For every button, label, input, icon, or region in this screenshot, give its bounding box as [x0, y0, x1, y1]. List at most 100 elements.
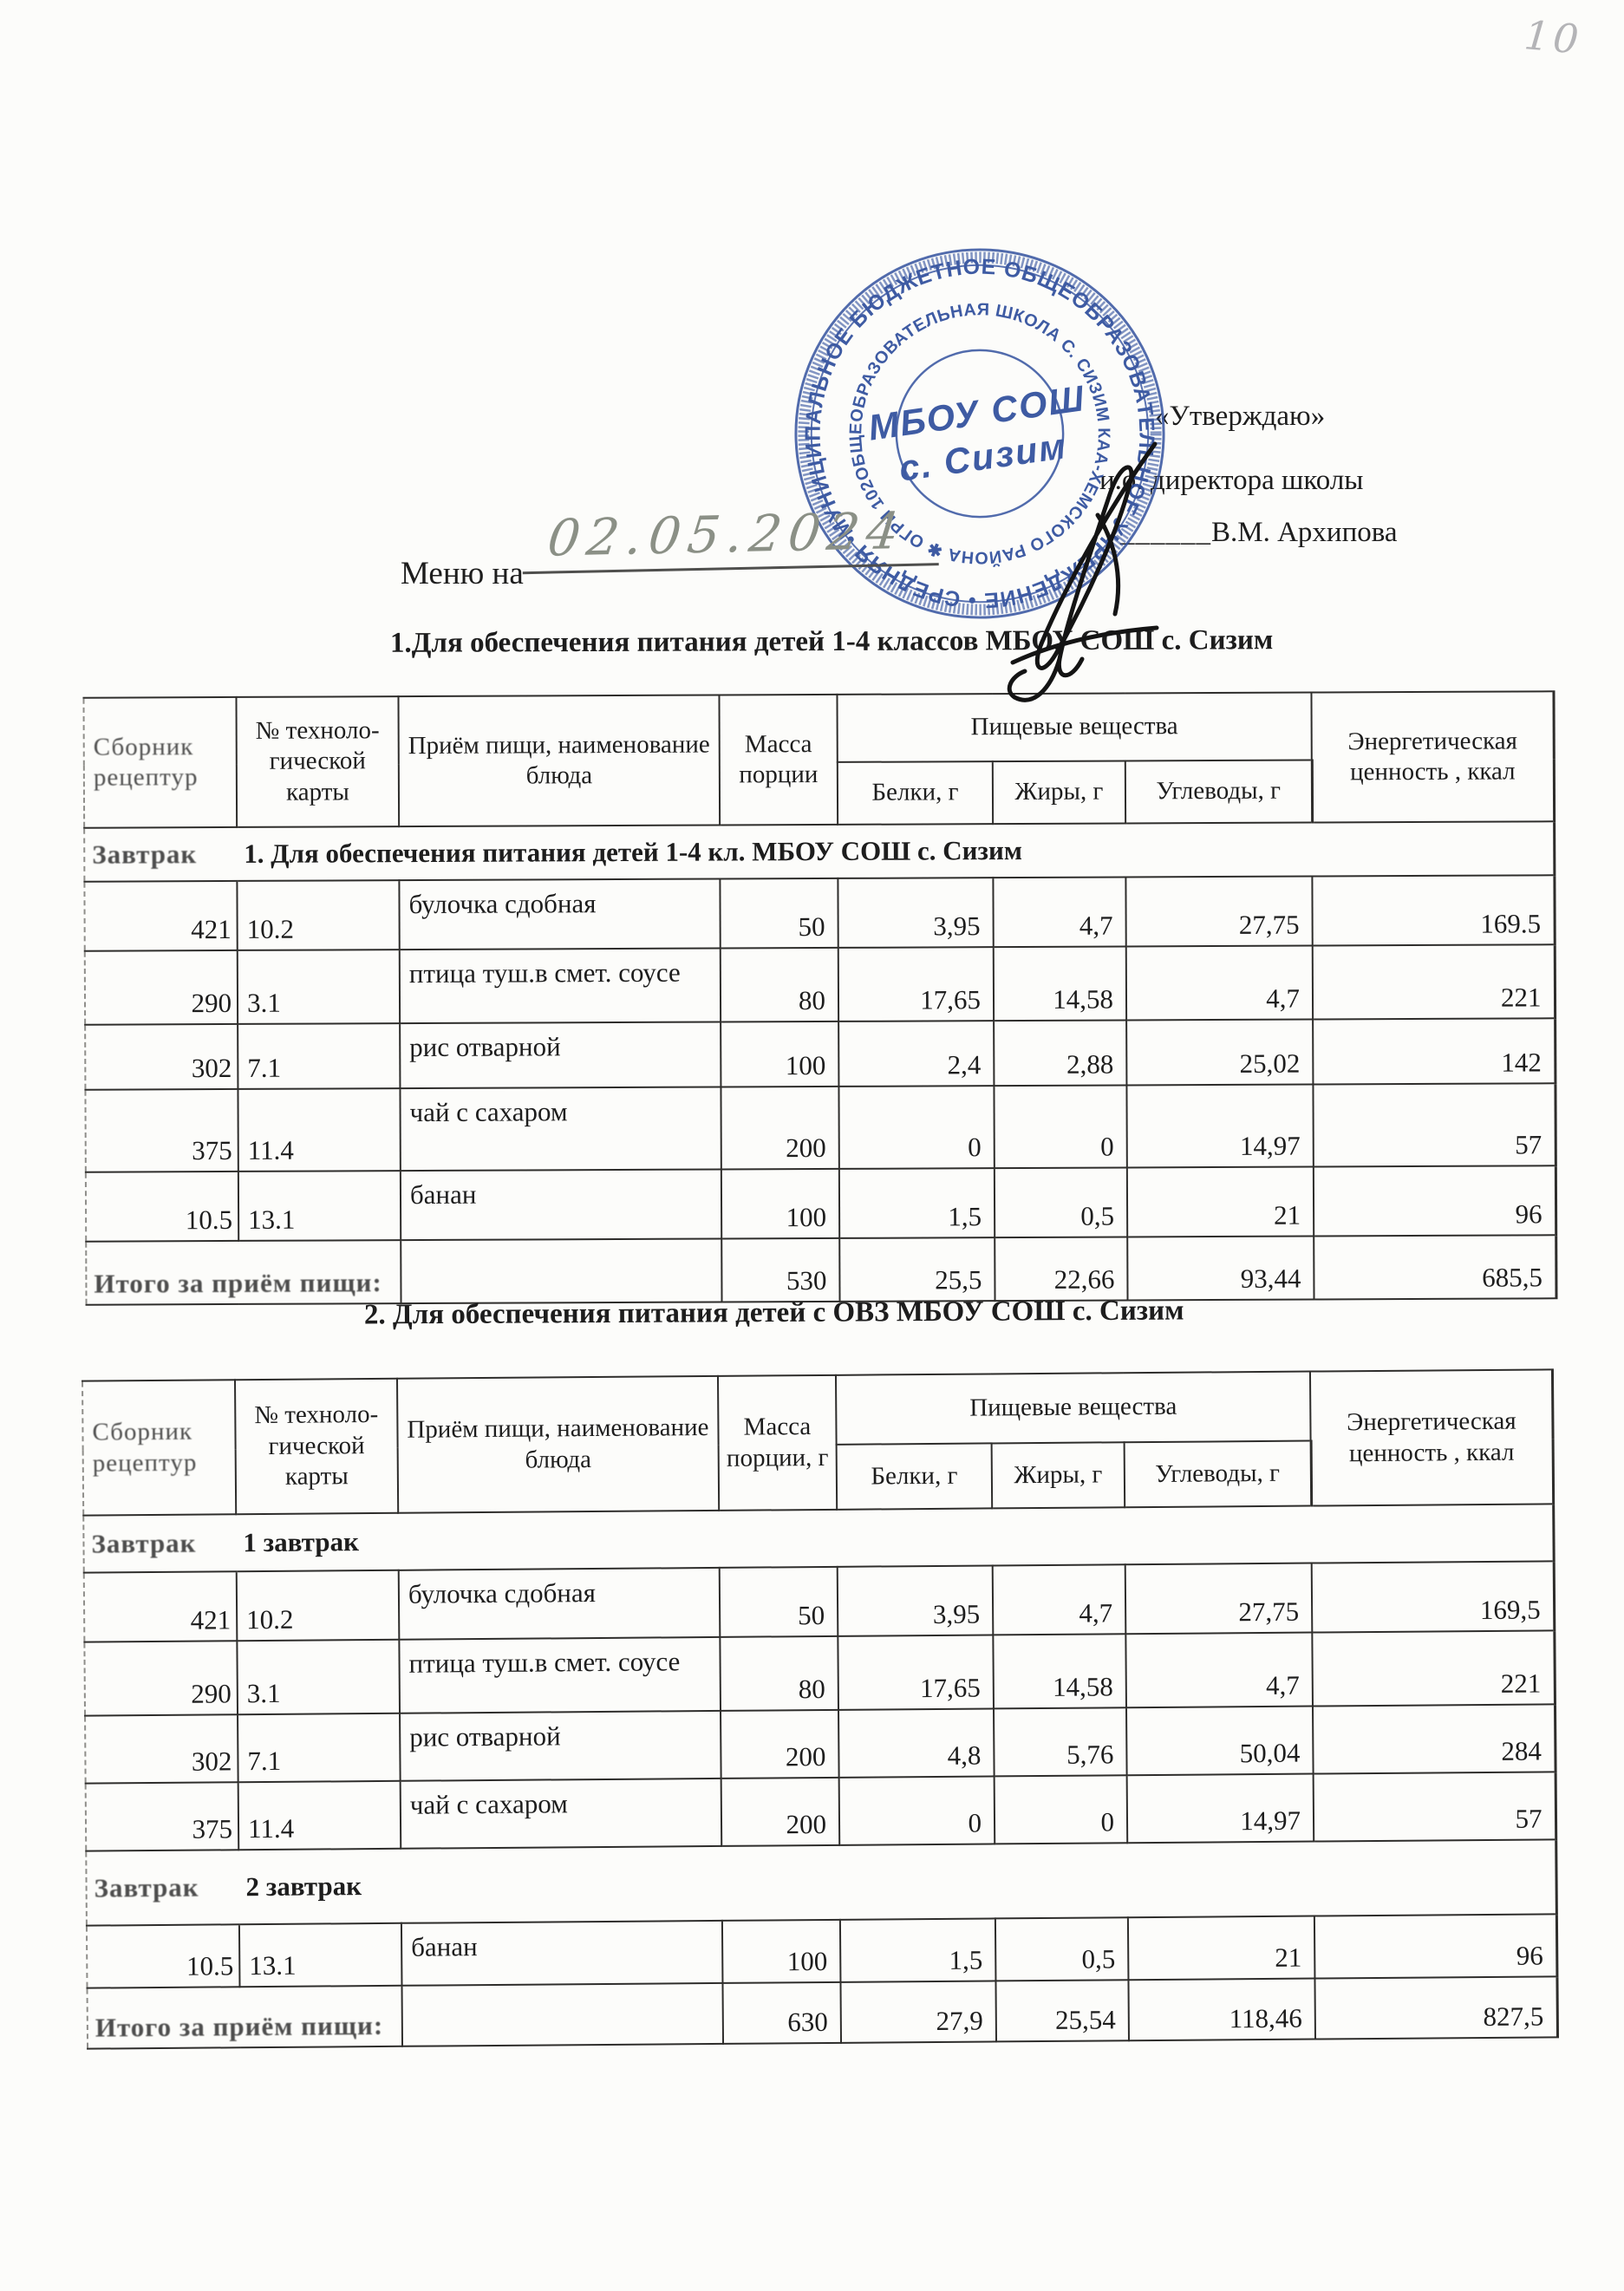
cell-recipe: 421: [83, 1571, 238, 1642]
cell-carb: 4,7: [1125, 1632, 1313, 1708]
approval-quote: «Утверждаю»: [1155, 401, 1326, 432]
cell-energy: 57: [1313, 1083, 1556, 1167]
total-row: Итого за приём пищи: 530 25,5 22,66 93,4…: [86, 1235, 1556, 1305]
approver-name: В.М. Архипова: [1211, 517, 1398, 548]
cell-mass: 100: [721, 1919, 841, 1983]
cell-dish-empty: [401, 1982, 724, 2046]
table-row: 302 7.1 рис отварной 100 2,4 2,88 25,02 …: [85, 1018, 1556, 1090]
total-label: Итого за приём пищи:: [86, 1240, 401, 1305]
table-row: 290 3.1 птица туш.в смет. соусе 80 17,65…: [84, 944, 1556, 1025]
cell-fat: 0,5: [995, 1917, 1129, 1981]
meal-band-row: Завтрак 1. Для обеспечения питания детей…: [84, 821, 1555, 882]
meal-band-label: Завтрак: [84, 826, 238, 882]
total-energy: 827,5: [1314, 1976, 1557, 2040]
cell-dish: птица туш.в смет. соусе: [399, 1636, 721, 1713]
cell-dish: булочка сдобная: [398, 1567, 721, 1640]
cell-protein: 0: [838, 1776, 995, 1845]
col-header-portion-mass: Масса порции: [719, 694, 838, 826]
cell-card: 13.1: [238, 1922, 402, 1987]
handwritten-menu-date: 02.05.2024: [545, 500, 910, 568]
header-row-1: Сборник рецептур № техноло-гической карт…: [83, 691, 1555, 828]
cell-dish: птица туш.в смет. соусе: [399, 948, 721, 1024]
cell-card: 11.4: [238, 1780, 401, 1850]
cell-card: 7.1: [238, 1023, 401, 1089]
cell-carb: 27,75: [1125, 1563, 1313, 1635]
cell-carb: 4,7: [1125, 945, 1314, 1021]
table-row: 290 3.1 птица туш.в смет. соусе 80 17,65…: [84, 1630, 1555, 1716]
cell-energy: 57: [1313, 1772, 1556, 1842]
col-header-fat: Жиры, г: [991, 1442, 1125, 1509]
cell-mass: 50: [719, 1566, 838, 1637]
cell-mass: 200: [721, 1777, 840, 1846]
col-header-recipe-book: Сборник рецептур: [82, 1380, 237, 1516]
table-row: 10.5 13.1 банан 100 1,5 0,5 21 96: [86, 1914, 1557, 1988]
cell-recipe: 10.5: [86, 1924, 240, 1988]
cell-fat: 14,58: [993, 946, 1127, 1021]
cell-carb: 21: [1127, 1916, 1315, 1981]
cell-protein: 3,95: [838, 878, 994, 948]
header-row-1: Сборник рецептур № техноло-гической карт…: [82, 1369, 1554, 1516]
cell-dish-empty: [401, 1238, 722, 1304]
cell-card: 3.1: [237, 950, 401, 1024]
table-row: 302 7.1 рис отварной 200 4,8 5,76 50,04 …: [85, 1704, 1556, 1784]
cell-mass: 200: [721, 1709, 839, 1779]
meal-band-text: 2 завтрак: [238, 1839, 1556, 1925]
handwritten-page-number: 10: [1522, 11, 1584, 63]
col-header-carbs: Углеводы, г: [1124, 1440, 1312, 1508]
cell-energy: 96: [1314, 1914, 1557, 1979]
cell-energy: 221: [1312, 1630, 1555, 1707]
cell-energy: 169.5: [1312, 875, 1555, 946]
school-stamp-graphic: МУНИЦИПАЛЬНОЕ БЮДЖЕТНОЕ ОБЩЕОБРАЗОВАТЕЛЬ…: [729, 184, 1229, 693]
cell-mass: 100: [721, 1021, 839, 1087]
cell-recipe: 10.5: [85, 1171, 239, 1242]
cell-protein: 0: [838, 1086, 995, 1169]
total-row: Итого за приём пищи: 630 27,9 25,54 118,…: [87, 1976, 1557, 2049]
cell-recipe: 375: [85, 1088, 238, 1172]
meal-band-label: Завтрак: [83, 1514, 237, 1573]
total-carb: 93,44: [1127, 1236, 1314, 1301]
total-label: Итого за приём пищи:: [87, 1985, 403, 2049]
cell-carb: 21: [1126, 1166, 1314, 1237]
table-row: 375 11.4 чай с сахаром 200 0 0 14,97 57: [85, 1083, 1556, 1172]
cell-protein: 3,95: [837, 1565, 994, 1636]
cell-recipe: 302: [85, 1023, 238, 1090]
menu-date-label: Меню на: [401, 556, 524, 591]
section2-title: 2. Для обеспечения питания детей с ОВЗ М…: [363, 1295, 1184, 1331]
cell-fat: 0: [994, 1085, 1127, 1169]
school-stamp: МУНИЦИПАЛЬНОЕ БЮДЖЕТНОЕ ОБЩЕОБРАЗОВАТЕЛЬ…: [729, 184, 1229, 693]
meal-band-text: 1. Для обеспечения питания детей 1-4 кл.…: [237, 821, 1555, 881]
cell-fat: 4,7: [993, 877, 1126, 948]
cell-card: 7.1: [238, 1713, 401, 1783]
cell-energy: 284: [1312, 1704, 1556, 1774]
cell-fat: 0,5: [994, 1167, 1128, 1238]
col-header-meal-dish: Приём пищи, наименование блюда: [398, 695, 721, 827]
col-header-protein: Белки, г: [837, 761, 994, 825]
cell-recipe: 290: [84, 1641, 238, 1716]
meal-band-row: Завтрак 2 завтрак: [86, 1839, 1556, 1926]
cell-mass: 50: [720, 878, 838, 949]
cell-carb: 25,02: [1126, 1019, 1314, 1086]
cell-mass: 80: [720, 947, 839, 1022]
total-carb: 118,46: [1128, 1978, 1316, 2041]
cell-recipe: 302: [85, 1714, 238, 1784]
signature-strokes: [1007, 441, 1159, 702]
cell-protein: 17,65: [838, 947, 995, 1021]
menu-table-ovz: Сборник рецептур № техноло-гической карт…: [82, 1368, 1559, 2049]
cell-card: 11.4: [238, 1088, 401, 1172]
cell-dish: рис отварной: [400, 1021, 721, 1089]
cell-dish: булочка сдобная: [399, 878, 721, 950]
total-protein: 27,9: [840, 1981, 997, 2043]
col-header-tech-card: № техноло-гической карты: [236, 696, 400, 827]
cell-fat: 14,58: [993, 1634, 1126, 1709]
col-header-meal-dish: Приём пищи, наименование блюда: [396, 1375, 720, 1513]
total-protein: 25,5: [839, 1237, 995, 1302]
col-header-protein: Белки, г: [836, 1443, 993, 1510]
table-row: 421 10.2 булочка сдобная 50 3,95 4,7 27,…: [84, 875, 1555, 951]
cell-mass: 100: [721, 1168, 840, 1239]
table-row: 10.5 13.1 банан 100 1,5 0,5 21 96: [85, 1165, 1556, 1242]
cell-card: 10.2: [236, 1570, 400, 1642]
col-header-tech-card: № техноло-гической карты: [234, 1378, 399, 1515]
cell-dish: рис отварной: [400, 1710, 721, 1781]
director-signature: [961, 432, 1238, 718]
cell-energy: 142: [1313, 1018, 1556, 1085]
